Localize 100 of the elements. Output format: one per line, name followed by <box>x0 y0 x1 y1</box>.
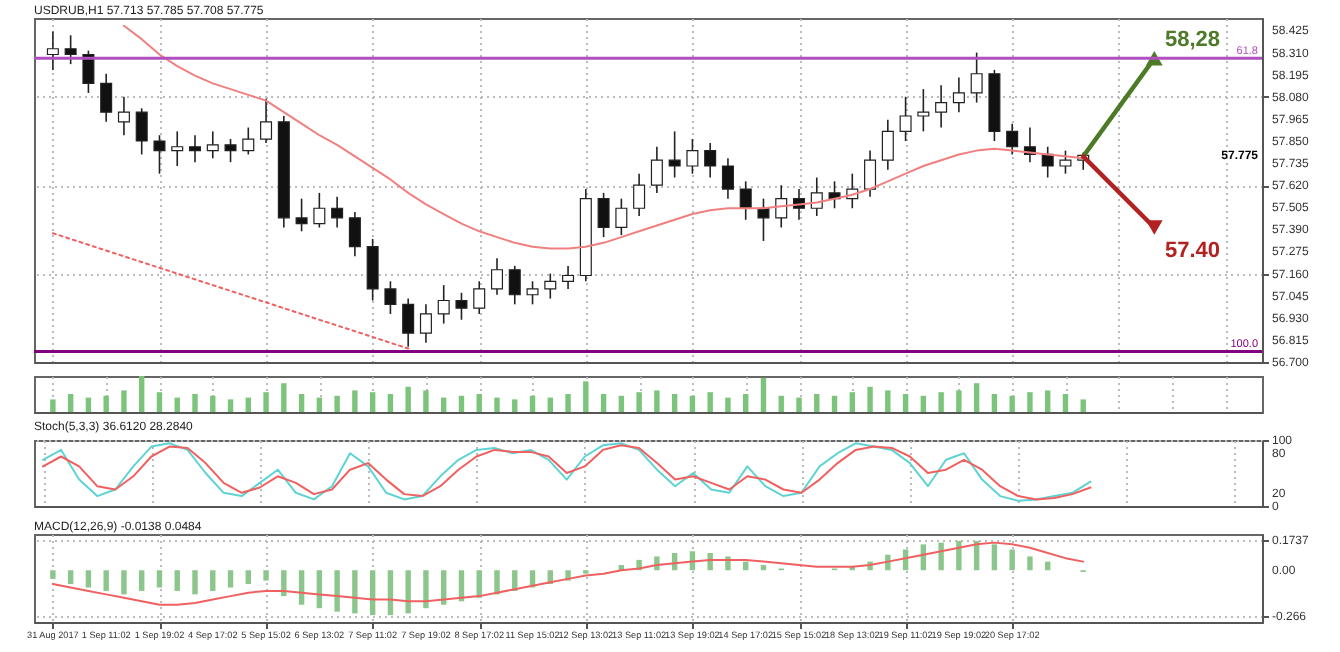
candlestick <box>597 192 610 238</box>
bar <box>227 399 234 412</box>
candlestick <box>864 149 877 198</box>
bar <box>956 540 962 571</box>
bar <box>245 397 251 412</box>
bar <box>281 570 287 597</box>
bar <box>1027 556 1033 571</box>
bar <box>689 395 696 412</box>
bar <box>227 570 234 588</box>
candlestick <box>384 280 397 315</box>
bar <box>973 383 980 412</box>
candlestick <box>899 95 912 142</box>
bar <box>441 397 447 412</box>
bar <box>210 395 216 412</box>
bar <box>565 394 571 412</box>
candlestick <box>1006 122 1019 156</box>
candlestick <box>935 84 948 129</box>
bar <box>139 376 145 412</box>
bar <box>1027 392 1033 412</box>
bar <box>547 397 553 412</box>
bar <box>1080 399 1086 412</box>
candlestick <box>295 197 308 233</box>
candlestick <box>117 95 130 137</box>
bar <box>618 395 625 412</box>
bar <box>654 390 660 412</box>
bar <box>814 394 820 412</box>
bar <box>50 570 56 579</box>
bar <box>778 395 784 412</box>
candlestick <box>313 192 326 229</box>
candlestick <box>881 119 894 171</box>
bar <box>121 390 127 412</box>
bar <box>405 386 411 412</box>
candlestick <box>188 134 202 163</box>
candlestick <box>739 180 752 221</box>
candlestick <box>544 272 557 300</box>
bar <box>760 377 767 412</box>
bar <box>458 395 465 412</box>
bar <box>423 570 429 609</box>
candlestick <box>135 107 148 156</box>
bar <box>991 394 998 412</box>
candlestick <box>562 265 575 290</box>
bar <box>192 570 198 595</box>
bar <box>600 394 607 412</box>
bar <box>263 570 269 581</box>
candlestick <box>46 30 59 71</box>
candlestick <box>686 138 699 175</box>
bar <box>245 570 251 585</box>
bar <box>263 392 269 412</box>
bar <box>50 399 56 412</box>
bar <box>1045 390 1051 412</box>
candlestick <box>402 297 415 348</box>
bar <box>103 570 109 591</box>
candlestick <box>171 130 184 167</box>
candlestick <box>633 172 646 217</box>
candlestick <box>704 142 717 179</box>
bar <box>920 395 927 412</box>
bar <box>583 381 589 412</box>
bar <box>725 397 731 412</box>
candlestick <box>615 197 628 236</box>
bar <box>334 395 340 412</box>
bar <box>85 570 92 588</box>
bar <box>174 570 180 591</box>
bar <box>369 392 376 412</box>
candlestick <box>82 49 95 94</box>
candlestick <box>917 88 930 133</box>
bar <box>671 394 678 412</box>
bar <box>298 394 305 412</box>
candlestick <box>775 184 788 229</box>
bar <box>405 570 411 614</box>
bar <box>352 390 358 412</box>
candlestick <box>366 238 379 302</box>
candlestick <box>153 134 166 175</box>
bar <box>512 399 518 412</box>
bar <box>1062 394 1069 412</box>
candlestick <box>348 211 361 258</box>
bar <box>352 570 358 614</box>
bar <box>67 394 74 412</box>
candlestick <box>437 284 450 325</box>
bar <box>831 395 838 412</box>
bar <box>316 397 323 412</box>
candlestick <box>331 195 344 229</box>
bar <box>103 395 109 412</box>
bar <box>139 570 145 591</box>
bar <box>849 392 855 412</box>
candlestick <box>419 303 432 344</box>
candlestick <box>952 76 965 113</box>
line-series <box>51 541 1085 606</box>
bar <box>174 397 180 412</box>
bar <box>121 570 127 595</box>
annotation: 57.40 <box>1164 239 1221 264</box>
bar <box>885 390 891 412</box>
bar <box>85 397 92 412</box>
candlestick <box>508 265 521 306</box>
bar <box>192 394 198 412</box>
bar <box>1009 549 1015 571</box>
candlestick <box>224 138 237 163</box>
bar <box>494 397 500 412</box>
bar <box>796 397 802 412</box>
candlestick <box>206 130 219 160</box>
bar <box>210 570 216 591</box>
